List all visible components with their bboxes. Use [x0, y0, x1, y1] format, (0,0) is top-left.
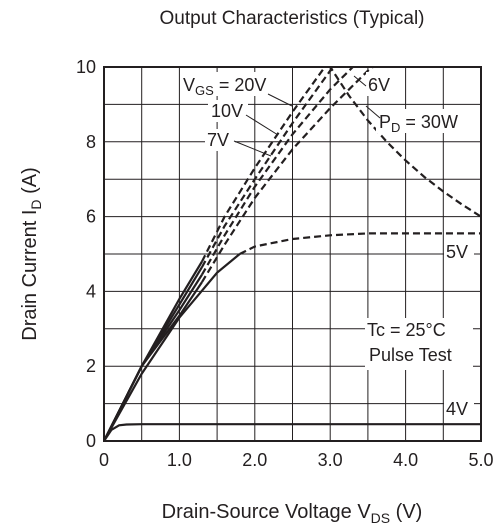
v5-label-mask — [444, 241, 474, 263]
x-tick-label: 1.0 — [167, 450, 192, 470]
tc-label: Tc = 25°C — [367, 320, 446, 340]
series-5v-line-solid — [104, 253, 241, 441]
x-tick-label: 0 — [99, 450, 109, 470]
pd-leader — [365, 105, 381, 119]
y-tick-label: 2 — [86, 356, 96, 376]
plot-frame — [103, 66, 482, 442]
vgs20-leader — [267, 93, 293, 107]
y-tick-label: 10 — [76, 57, 96, 77]
v6-label-mask — [366, 72, 396, 96]
v6-leader — [353, 75, 367, 87]
pulse-test-label: Pulse Test — [369, 345, 452, 365]
v7-label: 7V — [207, 130, 229, 150]
x-axis-title: Drain-Source Voltage VDS (V) — [162, 501, 423, 526]
series-pd-30w-line — [328, 67, 481, 218]
x-tick-label: 2.0 — [242, 450, 267, 470]
v10-label-mask — [208, 100, 248, 122]
series-6v-line-dashed — [201, 67, 375, 283]
tick-labels: 0 1.0 2.0 3.0 4.0 5.0 0 2 4 6 8 10 — [76, 57, 494, 470]
series-7v-line-dashed — [201, 67, 355, 276]
y-tick-label: 6 — [86, 207, 96, 227]
vgs20-label: VGS = 20V — [183, 75, 266, 98]
y-tick-label: 4 — [86, 281, 96, 301]
v10-label: 10V — [211, 101, 243, 121]
pd-label: PD = 30W — [379, 112, 458, 135]
v4-label: 4V — [446, 399, 468, 419]
y-tick-label: 0 — [86, 431, 96, 451]
curves — [104, 67, 481, 441]
y-tick-label: 8 — [86, 132, 96, 152]
series-4v-line — [104, 423, 481, 441]
v7-leader — [233, 140, 272, 157]
v5-label: 5V — [446, 242, 468, 262]
y-axis-title: Drain Current ID (A) — [19, 167, 44, 341]
chart-title: Output Characteristics (Typical) — [159, 8, 424, 29]
x-tick-label: 5.0 — [468, 450, 493, 470]
v6-label: 6V — [368, 75, 390, 95]
v7-label-mask — [205, 129, 235, 151]
vgs-label-mask — [181, 72, 287, 96]
pd-label-mask — [376, 109, 476, 133]
v10-leader — [245, 114, 279, 136]
v4-label-mask — [444, 398, 474, 420]
test-conditions-mask — [365, 318, 473, 370]
series-6v-line-solid — [104, 281, 203, 441]
series-vgs-20v-line-dashed — [201, 67, 327, 262]
x-tick-label: 3.0 — [318, 450, 343, 470]
series-5v-line-dashed — [239, 232, 481, 255]
x-tick-label: 4.0 — [393, 450, 418, 470]
